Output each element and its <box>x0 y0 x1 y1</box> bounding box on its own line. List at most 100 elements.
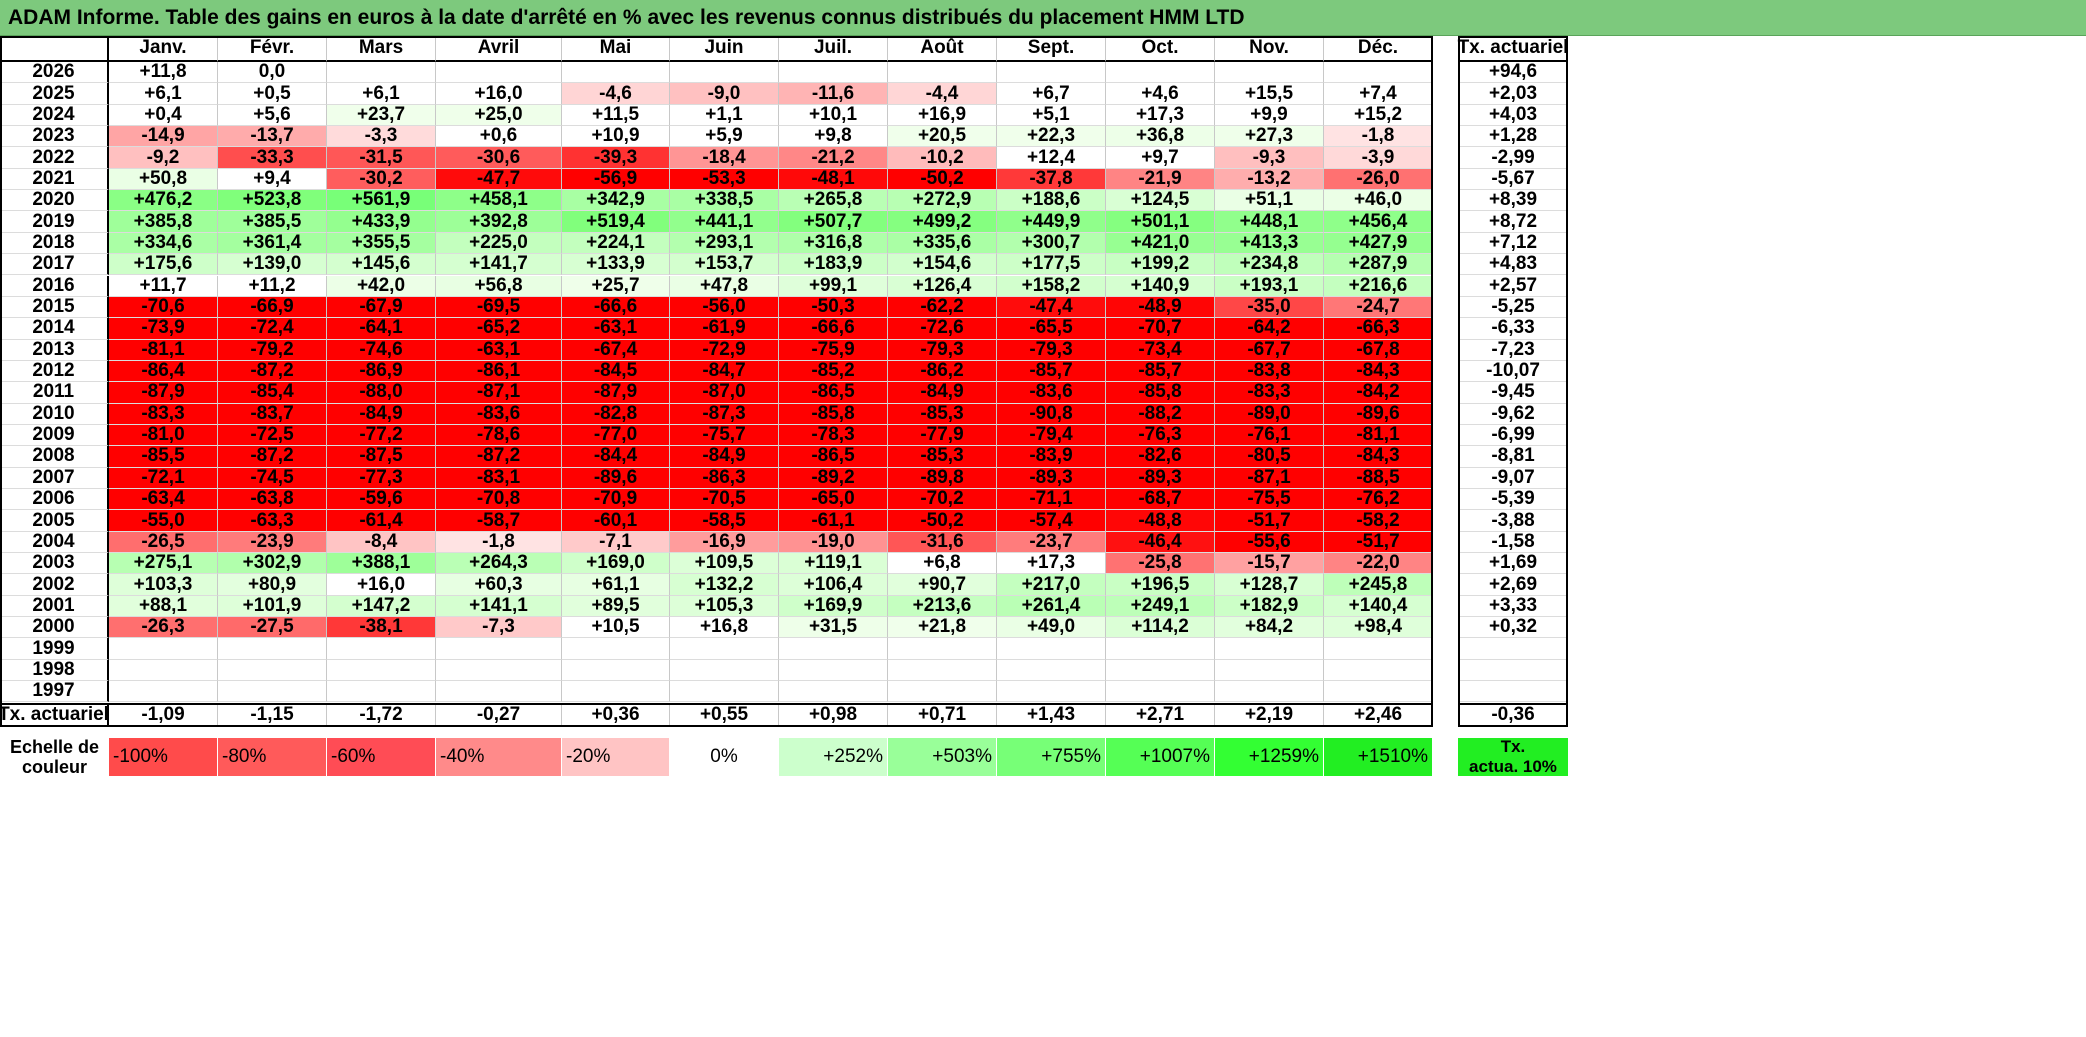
table-cell: -24,7 <box>1324 296 1433 319</box>
table-cell: +385,8 <box>109 211 218 233</box>
table-cell: -70,6 <box>109 296 218 319</box>
table-cell: +21,8 <box>888 616 997 639</box>
rate-cell <box>1458 681 1568 703</box>
table-cell: -78,3 <box>779 424 888 447</box>
table-cell: +6,1 <box>109 83 218 105</box>
table-cell: -84,5 <box>562 360 670 383</box>
month-header: Août <box>888 36 997 62</box>
table-cell: -53,3 <box>670 168 779 191</box>
table-cell: -10,2 <box>888 147 997 169</box>
year-label: 2008 <box>0 445 109 468</box>
table-cell: +338,5 <box>670 189 779 212</box>
table-cell: -27,5 <box>218 616 327 639</box>
rate-cell: -5,39 <box>1458 488 1568 511</box>
table-cell: -64,2 <box>1215 317 1324 340</box>
table-cell: -65,5 <box>997 317 1106 340</box>
month-header: Mai <box>562 36 670 62</box>
table-cell: +427,9 <box>1324 232 1433 255</box>
table-cell: -80,5 <box>1215 445 1324 468</box>
month-header: Févr. <box>218 36 327 62</box>
table-cell: +154,6 <box>888 253 997 276</box>
rate-cell: +2,57 <box>1458 275 1568 297</box>
table-cell: +217,0 <box>997 574 1106 596</box>
table-cell: -23,9 <box>218 531 327 554</box>
table-cell <box>1215 659 1324 682</box>
footer-cell: +1,43 <box>997 703 1106 727</box>
table-cell: -79,2 <box>218 339 327 361</box>
year-label: 2012 <box>0 360 109 383</box>
rate-cell: -10,07 <box>1458 360 1568 383</box>
year-label: 2023 <box>0 125 109 148</box>
table-cell: -89,6 <box>1324 403 1433 425</box>
table-cell <box>888 659 997 682</box>
table-cell: +88,1 <box>109 595 218 618</box>
table-cell: -3,9 <box>1324 147 1433 169</box>
footer-cell: +2,19 <box>1215 703 1324 727</box>
table-cell <box>109 681 218 703</box>
table-cell: -63,4 <box>109 488 218 511</box>
table-cell: -83,1 <box>436 467 562 489</box>
table-cell: -73,9 <box>109 317 218 340</box>
table-cell <box>1106 659 1215 682</box>
legend-swatch: 0% <box>670 738 779 776</box>
table-cell: +17,3 <box>997 552 1106 575</box>
table-cell <box>997 659 1106 682</box>
table-cell: +272,9 <box>888 189 997 212</box>
table-cell: +4,6 <box>1106 83 1215 105</box>
table-cell: -68,7 <box>1106 488 1215 511</box>
table-cell: -82,8 <box>562 403 670 425</box>
table-cell: -77,2 <box>327 424 436 447</box>
table-cell <box>218 681 327 703</box>
year-label: 2015 <box>0 296 109 319</box>
table-cell: -39,3 <box>562 147 670 169</box>
rate-cell: -6,33 <box>1458 317 1568 340</box>
table-cell: -89,0 <box>1215 403 1324 425</box>
table-cell: +225,0 <box>436 232 562 255</box>
footer-cell: +2,71 <box>1106 703 1215 727</box>
table-cell: -21,9 <box>1106 168 1215 191</box>
table-cell: -23,7 <box>997 531 1106 554</box>
table-cell: +302,9 <box>218 552 327 575</box>
table-cell: +249,1 <box>1106 595 1215 618</box>
rate-cell <box>1458 659 1568 682</box>
rate-cell: +3,33 <box>1458 595 1568 618</box>
table-cell: +342,9 <box>562 189 670 212</box>
table-cell: -66,3 <box>1324 317 1433 340</box>
table-cell: -33,3 <box>218 147 327 169</box>
year-label: 2007 <box>0 467 109 489</box>
rate-cell: +4,03 <box>1458 104 1568 127</box>
year-label: 2018 <box>0 232 109 255</box>
table-cell: +169,0 <box>562 552 670 575</box>
table-cell: -30,6 <box>436 147 562 169</box>
year-label: 2003 <box>0 552 109 575</box>
table-cell <box>436 681 562 703</box>
table-cell: -83,6 <box>436 403 562 425</box>
table-cell: +46,0 <box>1324 189 1433 212</box>
table-cell <box>1324 62 1433 84</box>
table-cell: -30,2 <box>327 168 436 191</box>
table-cell: +169,9 <box>779 595 888 618</box>
table-cell: +12,4 <box>997 147 1106 169</box>
table-cell: -77,3 <box>327 467 436 489</box>
table-cell: -88,5 <box>1324 467 1433 489</box>
table-cell: -48,1 <box>779 168 888 191</box>
table-cell: +141,1 <box>436 595 562 618</box>
footer-cell: -1,09 <box>109 703 218 727</box>
table-cell: -89,2 <box>779 467 888 489</box>
table-cell: -19,0 <box>779 531 888 554</box>
year-label: 2005 <box>0 510 109 532</box>
footer-cell: -0,27 <box>436 703 562 727</box>
table-cell: +245,8 <box>1324 574 1433 596</box>
table-cell: -67,8 <box>1324 339 1433 361</box>
rate-cell: +1,69 <box>1458 552 1568 575</box>
table-cell: -46,4 <box>1106 531 1215 554</box>
table-cell: -88,0 <box>327 381 436 404</box>
table-cell <box>779 681 888 703</box>
table-cell: +0,5 <box>218 83 327 105</box>
rate-cell: -2,99 <box>1458 147 1568 169</box>
table-cell: +335,6 <box>888 232 997 255</box>
table-cell: +9,8 <box>779 125 888 148</box>
legend-rate-swatch: Tx. actua. 10% <box>1458 737 1568 776</box>
table-cell: -47,4 <box>997 296 1106 319</box>
table-cell: +25,7 <box>562 275 670 297</box>
